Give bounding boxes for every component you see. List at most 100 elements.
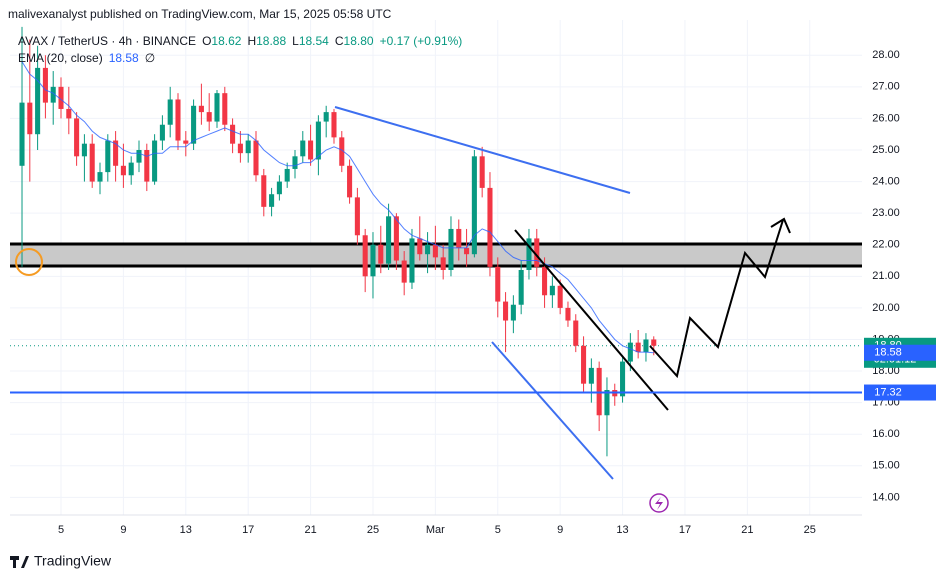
drawings <box>15 106 791 513</box>
candle-body <box>510 304 516 321</box>
ohlc-value: 18.62 <box>211 34 241 48</box>
candle-body <box>27 102 33 135</box>
x-tick-label: 25 <box>804 524 816 536</box>
y-tick-label: 25.00 <box>872 144 900 156</box>
candle-body <box>588 367 594 384</box>
candle-body <box>222 93 228 125</box>
candle-body <box>253 140 259 176</box>
candle-body <box>230 124 236 144</box>
footer-logo: TradingView <box>10 553 112 569</box>
candle-body <box>386 216 392 264</box>
candle-body <box>276 181 282 195</box>
y-tick-label: 23.00 <box>872 207 900 219</box>
candle-body <box>393 216 399 261</box>
candle-body <box>97 172 103 182</box>
candle-body <box>339 137 345 166</box>
candle-body <box>331 112 337 138</box>
ohlc-label: H <box>247 34 256 48</box>
candle-body <box>604 390 610 416</box>
candle-body <box>183 140 189 144</box>
trendline-black <box>514 229 669 411</box>
x-tick-label: 5 <box>495 524 501 536</box>
x-tick-label: 13 <box>180 524 192 536</box>
candle-body <box>284 168 290 182</box>
candle-body <box>81 143 87 157</box>
candle-body <box>261 175 267 207</box>
indicator-value: 18.58 <box>109 51 139 65</box>
trendline-lower <box>491 341 614 480</box>
x-tick-label: 17 <box>679 524 691 536</box>
candle-body <box>573 320 579 346</box>
candle-body <box>565 307 571 321</box>
candle-body <box>292 156 298 169</box>
candle-body <box>74 118 80 157</box>
y-tick-label: 28.00 <box>872 49 900 61</box>
candle-body <box>191 105 197 144</box>
candle-body <box>401 260 407 283</box>
logo-mark <box>10 556 29 568</box>
candle-body <box>643 339 649 353</box>
footer-brand: TradingView <box>34 553 112 569</box>
candle-body <box>526 238 532 270</box>
x-tick-label: 5 <box>58 524 64 536</box>
symbol: AVAX / TetherUS · 4h · BINANCE <box>18 34 196 48</box>
candle-body <box>175 99 181 141</box>
candle-body <box>323 112 329 122</box>
candle-body <box>378 244 384 264</box>
candle-body <box>651 339 657 346</box>
x-tick-label: 21 <box>304 524 316 536</box>
candle-body <box>479 156 485 188</box>
candle-body <box>471 156 477 255</box>
candle-body <box>534 238 540 267</box>
candle-body <box>503 301 509 321</box>
candle-body <box>308 140 314 160</box>
candle-body <box>542 266 548 296</box>
candle-body <box>448 228 454 270</box>
candle-body <box>409 238 415 283</box>
candle-body <box>518 270 524 305</box>
candle-body <box>362 235 368 277</box>
candle-body <box>347 165 353 198</box>
price-label-box <box>864 384 936 401</box>
candle-body <box>58 86 64 109</box>
candle-body <box>105 140 111 173</box>
candle-body <box>159 124 165 141</box>
candle-body <box>198 105 204 113</box>
ohlc-value: 18.88 <box>256 34 286 48</box>
symbol-legend: AVAX / TetherUS · 4h · BINANCE O18.62 H18.… <box>18 34 462 48</box>
projection-arrowhead <box>770 217 791 234</box>
ohlc-value: 18.54 <box>299 34 329 48</box>
ohlc-label: C <box>335 34 344 48</box>
candle-body <box>627 342 633 362</box>
y-tick-label: 18.00 <box>872 365 900 377</box>
candle-body <box>300 140 306 157</box>
y-tick-label: 27.00 <box>872 81 900 93</box>
candle-body <box>425 244 431 255</box>
candle-body <box>120 165 126 176</box>
event-icon[interactable] <box>649 493 669 513</box>
x-tick-label: 13 <box>616 524 628 536</box>
highlight-circle <box>15 248 43 276</box>
y-tick-label: 20.00 <box>872 302 900 314</box>
candle-body <box>620 361 626 397</box>
candle-body <box>144 150 150 182</box>
candle-body <box>456 228 462 248</box>
price-label: 18.58 <box>874 347 902 359</box>
candle-body <box>128 162 134 176</box>
candle-body <box>487 187 493 267</box>
indicator-legend: EMA (20, close) 18.58 ∅ <box>18 51 155 65</box>
x-tick-label: Mar <box>426 524 445 536</box>
candle-body <box>549 285 555 296</box>
x-tick-label: 25 <box>367 524 379 536</box>
projection-path <box>649 219 784 379</box>
candle-body <box>557 285 563 308</box>
y-tick-label: 16.00 <box>872 428 900 440</box>
price-label: 17.32 <box>874 386 902 398</box>
candle-body <box>432 244 438 258</box>
published-line: malivexanalyst published on TradingView.… <box>8 7 392 21</box>
trendline-upper <box>334 106 631 194</box>
y-tick-label: 26.00 <box>872 112 900 124</box>
x-tick-label: 17 <box>242 524 254 536</box>
